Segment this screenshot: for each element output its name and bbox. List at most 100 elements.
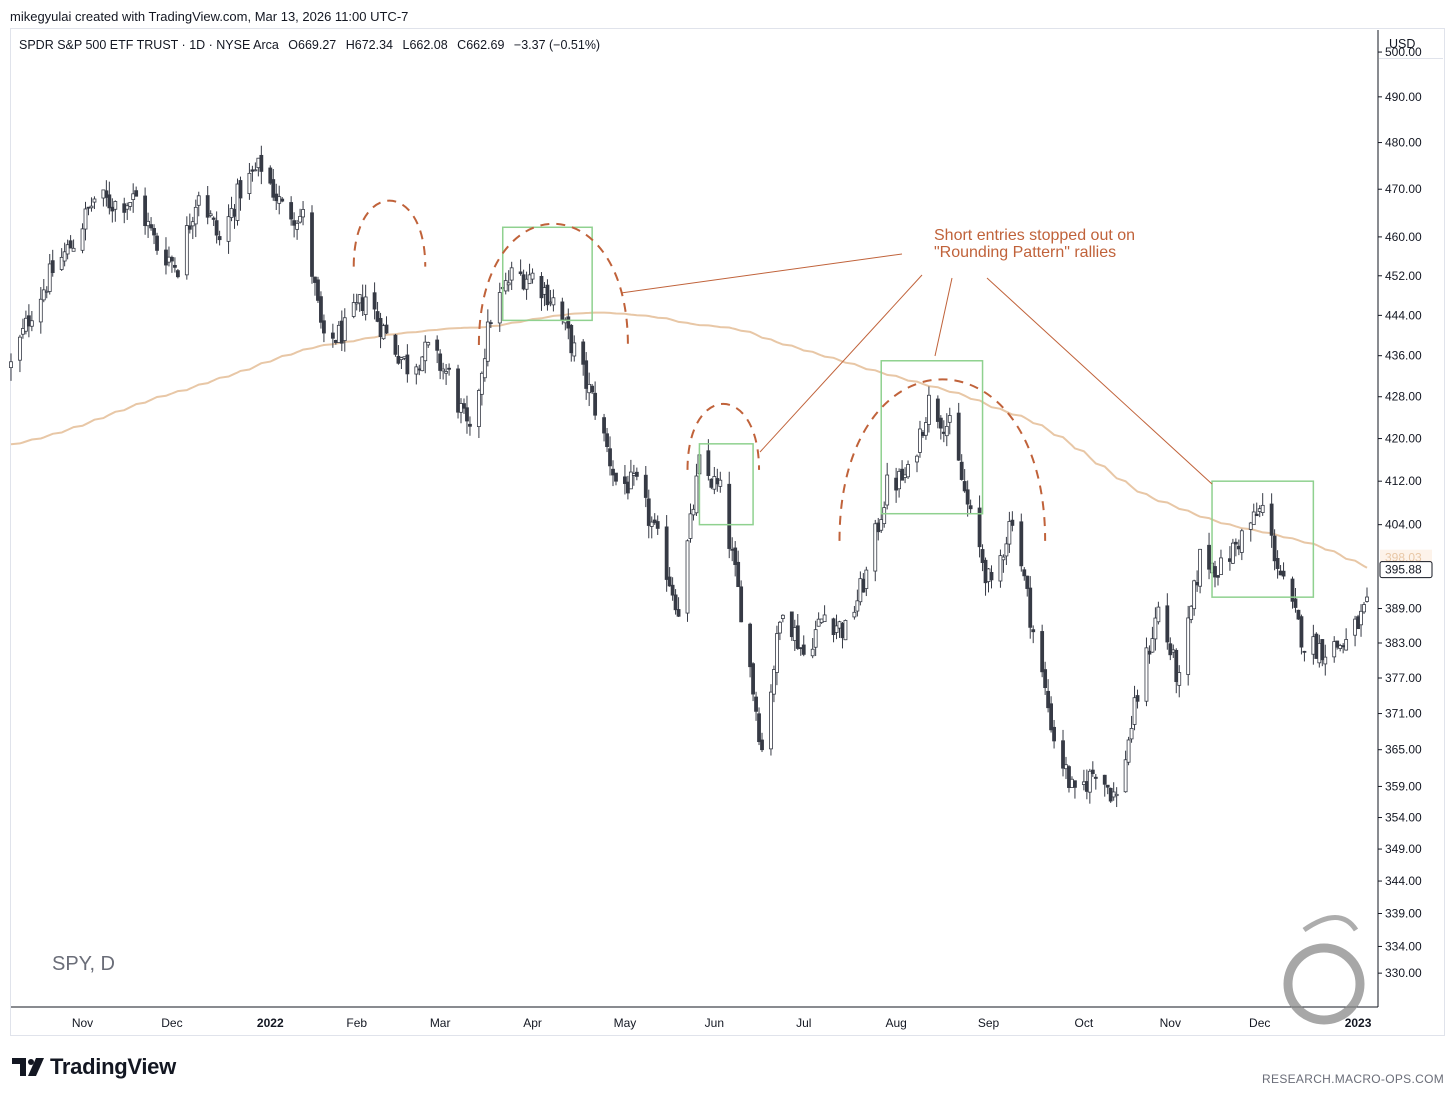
candle-body [113, 201, 118, 210]
candle-body [173, 264, 177, 268]
candle-body [47, 263, 52, 292]
time-tick-label: Oct [1075, 1016, 1094, 1030]
price-tick-label: 460.00 [1385, 230, 1422, 244]
candle-body [50, 260, 55, 273]
candle-body [1338, 645, 1343, 649]
candle-body [38, 298, 43, 323]
candle-body [381, 325, 386, 340]
candle-body [980, 549, 985, 563]
candle-body [399, 357, 404, 360]
candle-body [1126, 739, 1131, 763]
candle-body [393, 334, 398, 355]
candle-body [211, 217, 216, 220]
candle-body [1081, 781, 1086, 785]
price-tick-label: 389.00 [1385, 602, 1422, 616]
candle-body [628, 471, 633, 490]
candle-body [1362, 604, 1366, 613]
candle-body [444, 371, 449, 374]
candle-body [274, 193, 279, 202]
price-tick-label: 349.00 [1385, 842, 1422, 856]
candle-body [1111, 791, 1116, 798]
candle-body [193, 206, 198, 225]
ma-price-label: 398.03 [1385, 551, 1422, 565]
candle-body [476, 390, 481, 427]
candle-body [322, 320, 326, 334]
candle-body [819, 618, 824, 623]
candle-body [1147, 650, 1152, 655]
time-tick-label: Sep [978, 1016, 1000, 1030]
price-tick-label: 436.00 [1385, 349, 1422, 363]
candle-body [646, 498, 651, 526]
candle-body [351, 302, 356, 317]
tradingview-logo-icon [12, 1058, 44, 1076]
candle-body [998, 555, 1003, 582]
candle-body [1198, 548, 1203, 587]
axes-layer: 500.00 490.00 480.00 470.00 460.00 452.00 444.… [11, 30, 1433, 1030]
candle-body [626, 481, 630, 494]
candle-body [1332, 641, 1337, 658]
annotation-text-line: "Rounding Pattern" rallies [934, 244, 1116, 261]
time-tick-label: Mar [430, 1016, 451, 1030]
candle-body [456, 368, 460, 413]
candle-body [1192, 580, 1197, 610]
price-tick-label: 452.00 [1385, 269, 1422, 283]
candle-body [918, 428, 922, 453]
candle-body [482, 358, 487, 379]
candle-body [1025, 575, 1030, 589]
candle-body [614, 472, 618, 482]
candle-body [1302, 650, 1307, 653]
rounding-pattern-box [501, 226, 593, 322]
candle-body [435, 339, 440, 351]
currency-selector[interactable]: USD [1379, 29, 1443, 59]
candle-body [89, 205, 94, 209]
candle-body [247, 172, 252, 194]
candle-body [718, 479, 723, 487]
candle-body [402, 356, 407, 359]
candle-body [295, 222, 300, 230]
legend-high: H672.34 [345, 38, 394, 52]
candle-body [769, 691, 773, 750]
price-tick-label: 444.00 [1385, 308, 1422, 322]
candle-body [1031, 629, 1036, 633]
candle-body [795, 625, 800, 649]
brush-circle-flick [1302, 915, 1359, 933]
candle-body [1230, 542, 1235, 564]
candle-body [1251, 511, 1256, 526]
candle-body [1317, 643, 1322, 664]
candle-body [837, 621, 842, 629]
time-tick-label: Dec [1249, 1016, 1270, 1030]
candle-body [1260, 504, 1265, 513]
symbol-legend[interactable]: SPDR S&P 500 ETF TRUST · 1D · NYSE Arca … [19, 38, 606, 52]
candle-body [739, 586, 744, 623]
candle-body [21, 328, 25, 335]
candle-body [184, 225, 189, 276]
time-tick-label: 2023 [1345, 1016, 1372, 1030]
candle-body [623, 476, 627, 484]
candle-body [1073, 780, 1077, 788]
candle-body [560, 301, 565, 321]
candle-body [107, 194, 112, 209]
candle-body [664, 526, 669, 580]
tradingview-logo[interactable]: TradingView [12, 1054, 176, 1080]
candle-body [1010, 519, 1015, 526]
candle-body [584, 360, 589, 389]
candle-body [1275, 558, 1280, 569]
candle-body [527, 274, 532, 285]
candle-body [688, 513, 693, 539]
candle-body [643, 474, 648, 498]
tradingview-logo-text: TradingView [50, 1054, 176, 1079]
candle-body [1043, 669, 1048, 689]
candle-body [250, 169, 255, 172]
candle-body [685, 540, 690, 614]
candle-body [649, 521, 654, 527]
candle-body [569, 324, 574, 354]
candle-body [852, 611, 857, 618]
candle-body [104, 190, 109, 198]
candle-body [1344, 639, 1349, 651]
candle-body [777, 621, 782, 634]
chart-pane[interactable] [10, 28, 1445, 1036]
rounding-pattern-box [1211, 480, 1315, 598]
candle-body [524, 278, 529, 290]
price-tick-label: 371.00 [1385, 707, 1422, 721]
